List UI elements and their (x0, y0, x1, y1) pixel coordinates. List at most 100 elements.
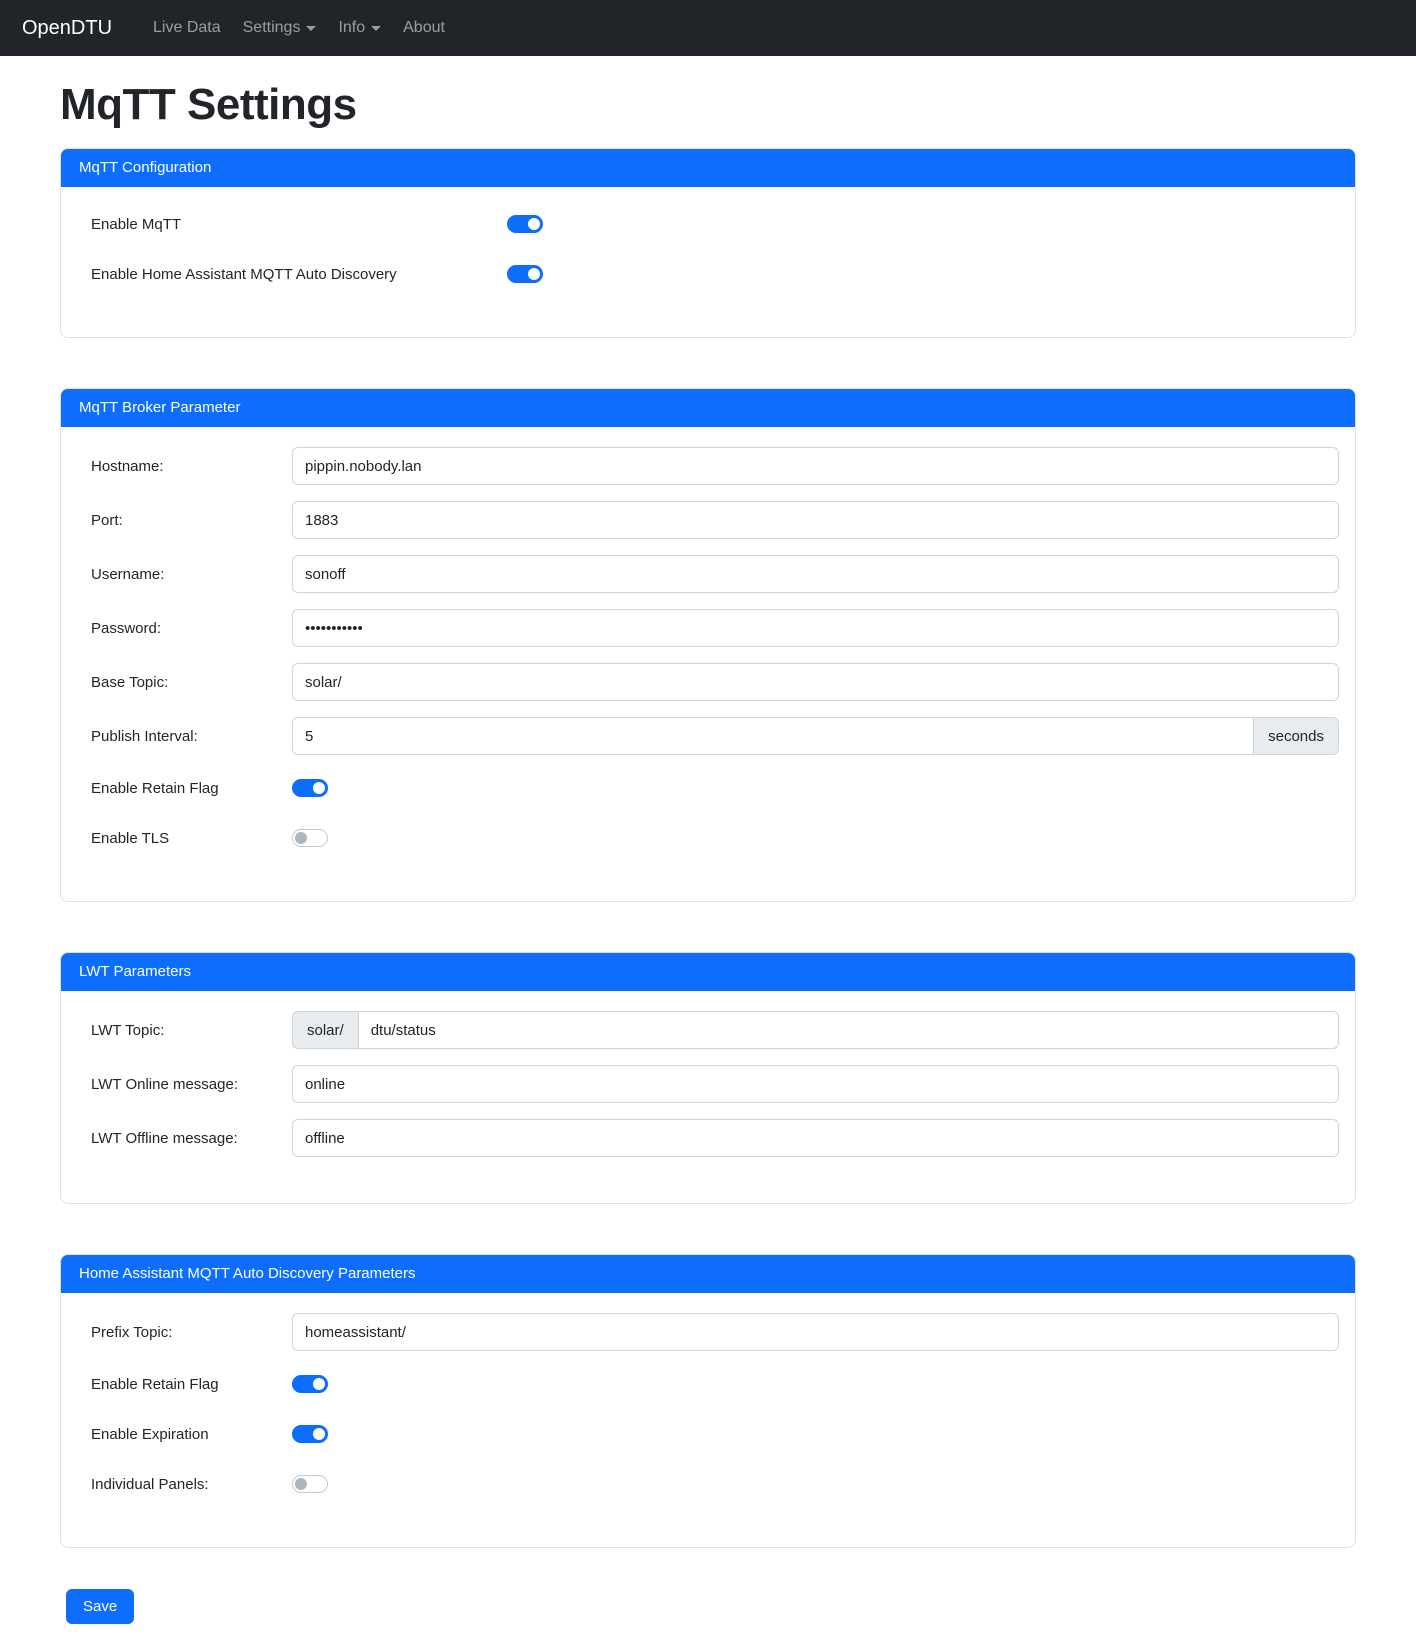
card-lwt-parameters: LWT Parameters LWT Topic: solar/ LWT Onl… (60, 952, 1356, 1204)
toggle-knob (528, 218, 540, 230)
control-publish-interval: seconds (292, 717, 1339, 755)
page-content: MqTT Settings MqTT Configuration Enable … (0, 80, 1416, 1650)
publish-interval-input[interactable] (292, 717, 1254, 755)
label-enable-home-assistant-discovery: Enable Home Assistant MQTT Auto Discover… (91, 265, 397, 283)
toggle-ha-expiration[interactable] (292, 1425, 328, 1443)
nav-item-about-label: About (403, 19, 445, 36)
nav-item-settings-label: Settings (242, 19, 301, 36)
row-prefix-topic: Prefix Topic: (77, 1313, 1339, 1351)
toggle-knob (295, 832, 307, 844)
toggle-enable-home-assistant-discovery[interactable] (507, 265, 543, 283)
save-button[interactable]: Save (66, 1589, 135, 1624)
lwt-offline-message-input[interactable] (292, 1119, 1339, 1157)
toggle-knob (313, 1378, 325, 1390)
chevron-down-icon (306, 25, 317, 31)
control-hostname (292, 447, 1339, 485)
label-lwt-topic: LWT Topic: (91, 1021, 165, 1039)
label-enable-tls: Enable TLS (91, 829, 170, 847)
row-individual-panels: Individual Panels: (77, 1467, 1339, 1501)
row-lwt-online-message: LWT Online message: (77, 1065, 1339, 1103)
nav-item-about[interactable]: About (392, 11, 456, 45)
top-navbar: OpenDTU Live Data Settings Info About (0, 0, 1416, 56)
lwt-topic-input[interactable] (357, 1011, 1339, 1049)
nav-item-live-data-label: Live Data (153, 19, 221, 36)
card-mqtt-broker-parameter: MqTT Broker Parameter Hostname: Port: Us… (60, 388, 1356, 902)
row-base-topic: Base Topic: (77, 663, 1339, 701)
nav-item-info-label: Info (338, 19, 366, 36)
control-prefix-topic (292, 1313, 1339, 1351)
card-spacer (77, 1173, 1339, 1181)
row-username: Username: (77, 555, 1339, 593)
card-header-lwt-parameters: LWT Parameters (61, 953, 1355, 991)
prefix-topic-input[interactable] (292, 1313, 1339, 1351)
lwt-topic-prefix-addon: solar/ (292, 1011, 358, 1049)
nav-item-info[interactable]: Info (327, 11, 392, 45)
card-spacer (77, 1517, 1339, 1525)
nav-item-live-data[interactable]: Live Data (142, 11, 232, 45)
hostname-input[interactable] (292, 447, 1339, 485)
label-port: Port: (91, 511, 123, 529)
card-header-mqtt-configuration: MqTT Configuration (61, 149, 1355, 187)
card-home-assistant-parameters: Home Assistant MQTT Auto Discovery Param… (60, 1254, 1356, 1548)
card-spacer (77, 871, 1339, 879)
toggle-ha-retain-flag[interactable] (292, 1375, 328, 1393)
password-input[interactable] (292, 609, 1339, 647)
toggle-individual-panels[interactable] (292, 1475, 328, 1493)
label-publish-interval: Publish Interval: (91, 727, 198, 745)
row-ha-expiration: Enable Expiration (77, 1417, 1339, 1451)
username-input[interactable] (292, 555, 1339, 593)
control-lwt-offline-message (292, 1119, 1339, 1157)
label-password: Password: (91, 619, 162, 637)
control-username (292, 555, 1339, 593)
base-topic-input[interactable] (292, 663, 1339, 701)
brand-opendtu[interactable]: OpenDTU (22, 16, 113, 39)
label-individual-panels: Individual Panels: (91, 1475, 209, 1493)
label-broker-retain-flag: Enable Retain Flag (91, 779, 219, 797)
card-spacer (77, 307, 1339, 315)
navbar-links: Live Data Settings Info About (142, 11, 456, 45)
label-prefix-topic: Prefix Topic: (91, 1323, 173, 1341)
row-lwt-offline-message: LWT Offline message: (77, 1119, 1339, 1157)
label-enable-mqtt: Enable MqTT (91, 215, 182, 233)
control-port (292, 501, 1339, 539)
control-password (292, 609, 1339, 647)
label-hostname: Hostname: (91, 457, 164, 475)
control-base-topic (292, 663, 1339, 701)
label-ha-expiration: Enable Expiration (91, 1425, 209, 1443)
row-enable-mqtt: Enable MqTT (77, 207, 1339, 241)
page-title: MqTT Settings (60, 80, 357, 129)
row-lwt-topic: LWT Topic: solar/ (77, 1011, 1339, 1049)
row-publish-interval: Publish Interval: seconds (77, 717, 1339, 755)
row-ha-retain-flag: Enable Retain Flag (77, 1367, 1339, 1401)
port-input[interactable] (292, 501, 1339, 539)
row-password: Password: (77, 609, 1339, 647)
label-base-topic: Base Topic: (91, 673, 169, 691)
card-body-lwt-parameters: LWT Topic: solar/ LWT Online message: LW… (61, 991, 1355, 1203)
card-body-mqtt-broker-parameter: Hostname: Port: Username: Password: (61, 427, 1355, 901)
card-header-mqtt-broker-parameter: MqTT Broker Parameter (61, 389, 1355, 427)
row-enable-home-assistant-discovery: Enable Home Assistant MQTT Auto Discover… (77, 257, 1339, 291)
card-mqtt-configuration: MqTT Configuration Enable MqTT Enable Ho… (60, 148, 1356, 338)
control-lwt-topic: solar/ (292, 1011, 1339, 1049)
card-body-home-assistant-parameters: Prefix Topic: Enable Retain Flag Enable … (61, 1293, 1355, 1547)
toggle-knob (295, 1478, 307, 1490)
row-hostname: Hostname: (77, 447, 1339, 485)
toggle-enable-tls[interactable] (292, 829, 328, 847)
label-lwt-online-message: LWT Online message: (91, 1075, 239, 1093)
toggle-enable-mqtt[interactable] (507, 215, 543, 233)
label-username: Username: (91, 565, 165, 583)
lwt-online-message-input[interactable] (292, 1065, 1339, 1103)
chevron-down-icon (371, 25, 382, 31)
card-body-mqtt-configuration: Enable MqTT Enable Home Assistant MQTT A… (61, 187, 1355, 337)
control-lwt-online-message (292, 1065, 1339, 1103)
card-header-home-assistant-parameters: Home Assistant MQTT Auto Discovery Param… (61, 1255, 1355, 1293)
toggle-knob (313, 782, 325, 794)
toggle-knob (313, 1428, 325, 1440)
publish-interval-input-group: seconds (292, 717, 1339, 755)
toggle-broker-retain-flag[interactable] (292, 779, 328, 797)
label-ha-retain-flag: Enable Retain Flag (91, 1375, 219, 1393)
label-lwt-offline-message: LWT Offline message: (91, 1129, 238, 1147)
lwt-topic-input-group: solar/ (292, 1011, 1339, 1049)
publish-interval-unit-addon: seconds (1253, 717, 1339, 755)
nav-item-settings[interactable]: Settings (232, 11, 328, 45)
